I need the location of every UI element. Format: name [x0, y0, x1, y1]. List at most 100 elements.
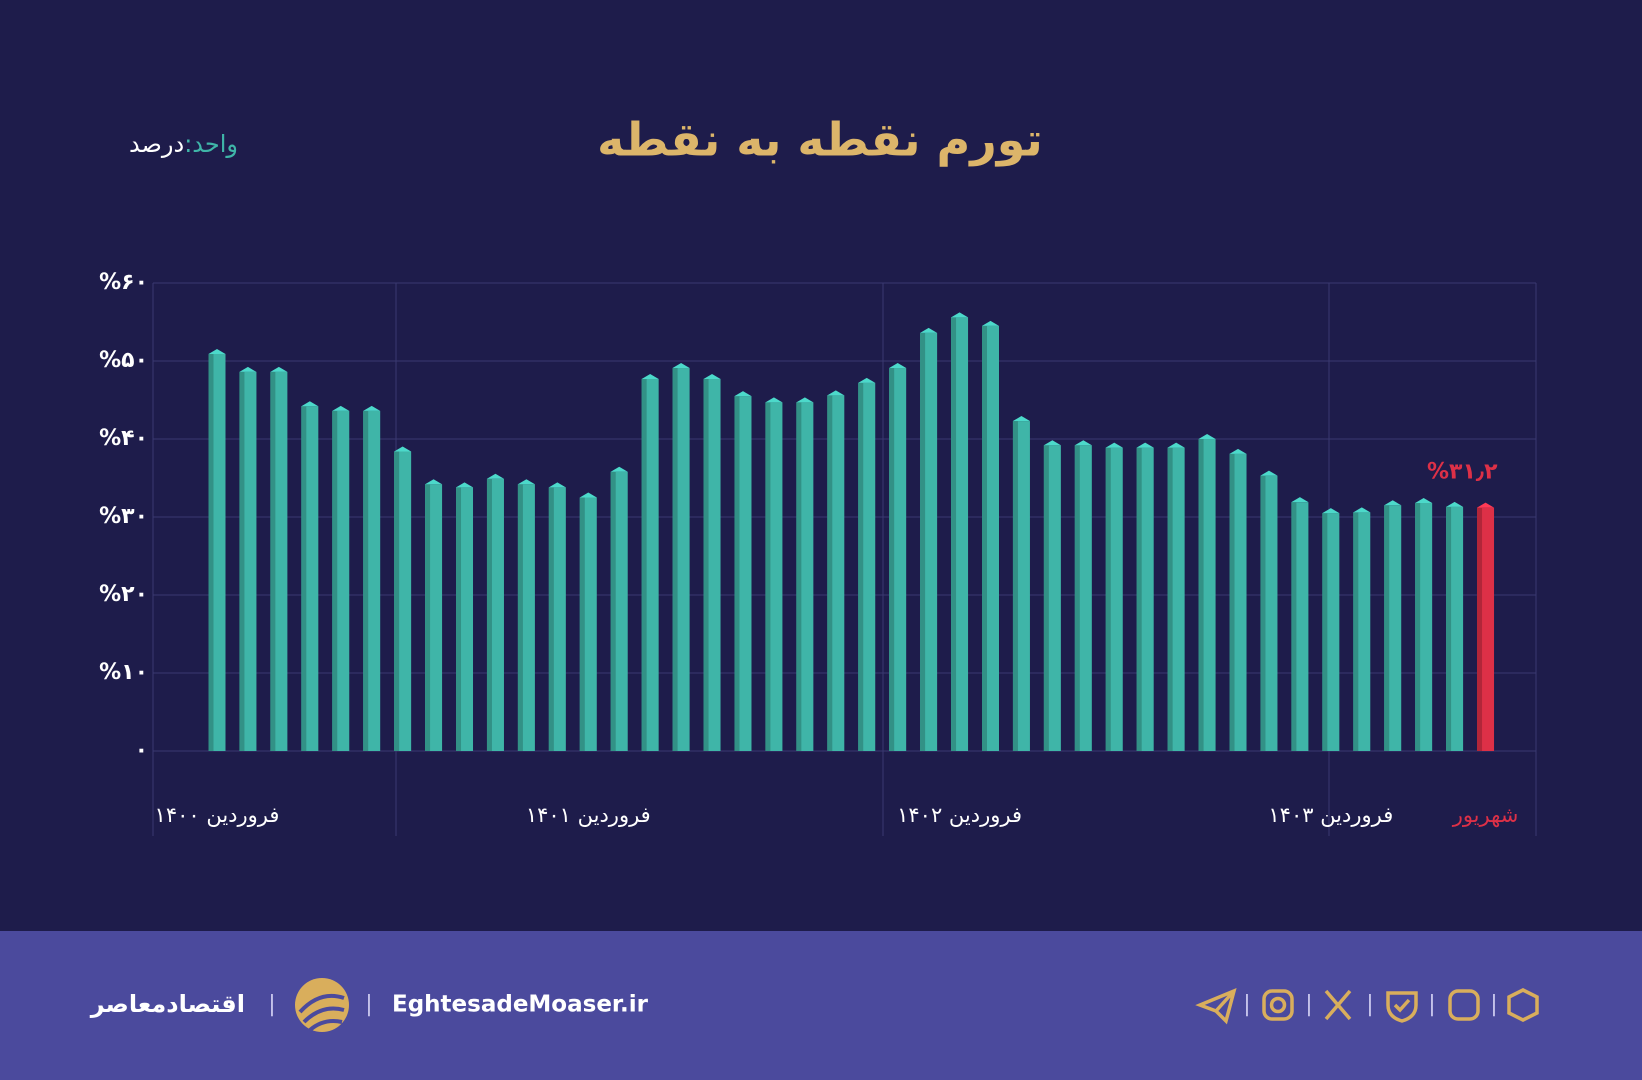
- bar-cap: [1043, 440, 1061, 446]
- bar-cap: [1415, 497, 1433, 503]
- bar-side: [1291, 502, 1297, 751]
- logo-mark: [298, 993, 345, 1032]
- bar-side: [734, 396, 740, 751]
- bar-cap: [734, 391, 752, 397]
- bar-side: [827, 395, 833, 751]
- chart-title: تورم نقطه به نقطه: [597, 113, 1043, 167]
- bar-side: [1167, 447, 1173, 751]
- bar-cap: [1229, 448, 1247, 454]
- bar-cap: [456, 482, 474, 488]
- y-tick-label: %۳۰: [99, 504, 148, 529]
- bar-side: [239, 371, 245, 751]
- bar-cap: [363, 405, 381, 411]
- bar-side: [982, 325, 987, 751]
- bar-side: [1136, 447, 1142, 751]
- bar-cap: [1446, 501, 1464, 507]
- bar-cap: [301, 401, 319, 407]
- separator: |: [268, 992, 275, 1017]
- bar-cap: [1136, 442, 1154, 448]
- bar-cap: [1353, 507, 1371, 513]
- y-tick-label: %۴۰: [99, 426, 148, 451]
- bar-cap: [579, 492, 597, 498]
- bar-cap: [703, 373, 721, 379]
- shield-icon[interactable]: [1386, 991, 1418, 1023]
- brand-name: اقتصادمعاصر: [90, 990, 245, 1018]
- bar-side: [517, 484, 523, 751]
- bar-side: [1446, 506, 1452, 751]
- bar-cap: [858, 377, 876, 383]
- bar-side: [703, 378, 709, 751]
- bar-side: [579, 497, 585, 751]
- bar-cap: [425, 479, 443, 485]
- bar-side: [1384, 505, 1390, 751]
- bar-side: [889, 368, 895, 751]
- x-tick-label: فروردین ۱۴۰۳: [1268, 803, 1393, 827]
- bar-side: [1074, 445, 1080, 751]
- bar-cap: [394, 446, 412, 452]
- svg-text:|: |: [1428, 992, 1435, 1017]
- svg-text:|: |: [1366, 992, 1373, 1017]
- bar-side: [548, 487, 554, 751]
- bar-side: [486, 478, 492, 751]
- bar-cap: [208, 348, 226, 354]
- bar-cap: [1012, 416, 1030, 422]
- svg-text:|: |: [1305, 992, 1312, 1017]
- bar-side: [1229, 453, 1235, 751]
- bar-cap: [1384, 500, 1402, 506]
- bar-cap: [1477, 502, 1495, 508]
- bar-side: [425, 484, 431, 751]
- bar-side: [1260, 475, 1266, 751]
- social-icons: [1195, 988, 1539, 1025]
- x-icon[interactable]: [1324, 989, 1352, 1021]
- bar-cap: [641, 373, 659, 379]
- bar-side: [796, 402, 802, 751]
- hex-icon[interactable]: [1507, 988, 1539, 1022]
- bar-cap: [1198, 434, 1216, 439]
- bar-cap: [951, 312, 969, 318]
- bar-side: [1322, 513, 1328, 751]
- bar-cap: [796, 397, 814, 403]
- bar-side: [301, 406, 307, 751]
- svg-text:|: |: [1243, 992, 1250, 1017]
- bar-side: [332, 410, 338, 751]
- bar-side: [1477, 507, 1483, 751]
- bar-side: [456, 487, 462, 751]
- separator: |: [365, 992, 372, 1017]
- bar-cap: [672, 363, 690, 369]
- bar-cap: [517, 479, 535, 485]
- y-tick-label: %۱۰: [99, 660, 148, 685]
- bar-cap: [1291, 497, 1309, 503]
- bar-side: [951, 317, 957, 751]
- bar-side: [1043, 445, 1049, 751]
- bar-cap: [486, 473, 504, 479]
- bar-side: [1415, 502, 1421, 751]
- bar-cap: [239, 366, 257, 372]
- bar-side: [610, 471, 616, 751]
- bar-cap: [920, 327, 938, 333]
- bar-cap: [1074, 440, 1092, 446]
- bar-cap: [610, 466, 628, 472]
- y-tick-label: %۶۰: [99, 270, 148, 295]
- bar-cap: [1322, 508, 1340, 514]
- bar-side: [920, 332, 926, 751]
- x-tick-label: شهریور: [1452, 803, 1519, 827]
- website[interactable]: EghtesadeMoaser.ir: [392, 992, 649, 1018]
- footer: [0, 931, 1642, 1080]
- bar-side: [1105, 447, 1111, 751]
- bar-side: [672, 368, 678, 751]
- e-icon[interactable]: [1448, 989, 1480, 1021]
- bar-side: [394, 451, 400, 751]
- bar-side: [858, 382, 864, 751]
- bar-side: [765, 402, 771, 751]
- data-label: %۳۱٫۲: [1427, 460, 1498, 485]
- plot-area: ۰ %۱۰ %۲۰ %۳۰ %۴۰ %۵۰ %۶۰ فروردین ۱۴۰۰ فروردین ۱…: [99, 270, 1537, 836]
- telegram-icon[interactable]: [1195, 988, 1237, 1025]
- bar-side: [641, 378, 647, 751]
- bar-cap: [1167, 442, 1185, 448]
- bar-cap: [827, 390, 845, 396]
- x-tick-label: فروردین ۱۴۰۲: [897, 803, 1022, 827]
- unit-value: درصد: [129, 130, 184, 158]
- instagram-icon[interactable]: [1262, 989, 1294, 1021]
